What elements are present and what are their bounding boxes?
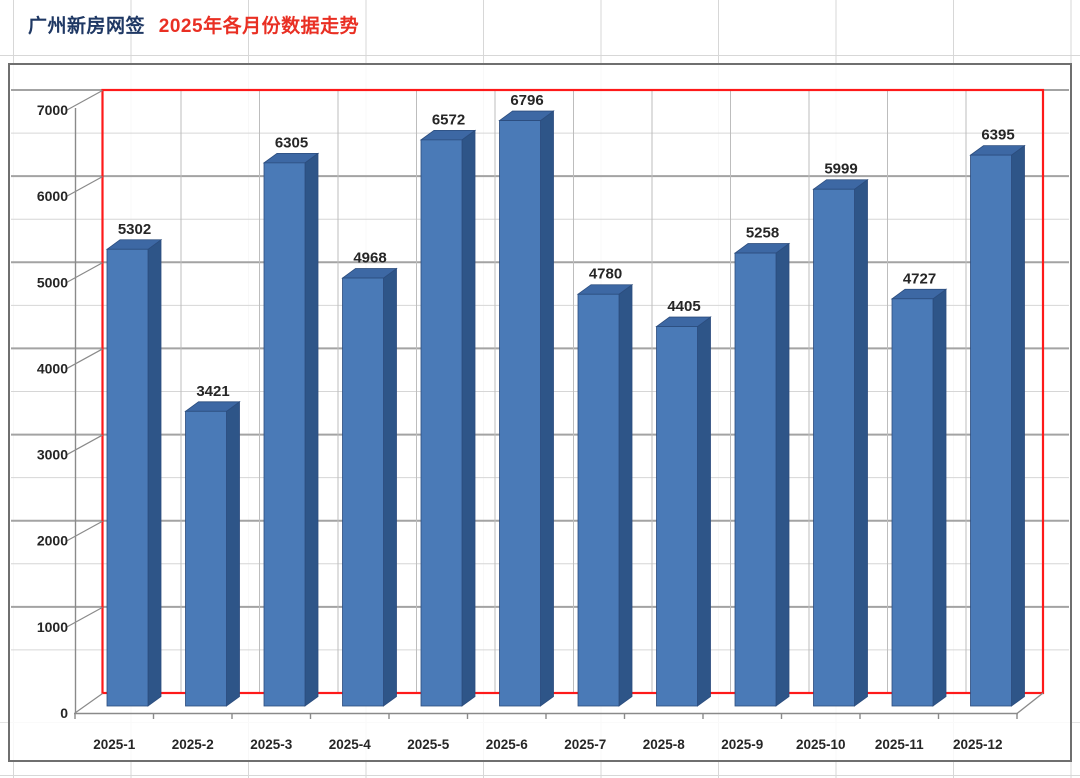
bar-value-label: 5302 bbox=[118, 221, 151, 238]
bar-front-face bbox=[106, 248, 149, 707]
bar-2025-3[interactable] bbox=[262, 152, 320, 707]
bar-2025-5[interactable] bbox=[419, 129, 477, 707]
bar-value-label: 5999 bbox=[824, 161, 857, 178]
bar-side-face bbox=[854, 178, 868, 707]
x-axis-category-label: 2025-9 bbox=[721, 737, 763, 752]
bar-front-face bbox=[734, 252, 777, 707]
bar-front-face bbox=[813, 188, 855, 707]
y-axis-tick-label: 6000 bbox=[37, 188, 68, 204]
spreadsheet-row-line bbox=[0, 775, 1080, 776]
x-axis-category-label: 2025-11 bbox=[875, 737, 924, 752]
bar-front-face bbox=[656, 326, 698, 707]
bar-side-face bbox=[226, 401, 240, 707]
y-axis-tick-label: 1000 bbox=[37, 619, 68, 635]
bar-2025-10[interactable] bbox=[812, 178, 869, 707]
bar-2025-11[interactable] bbox=[890, 288, 948, 707]
y-axis-tick-connector bbox=[66, 348, 103, 369]
bar-value-label: 4780 bbox=[589, 266, 622, 283]
y-axis-tick-connector bbox=[66, 89, 103, 111]
bar-value-label: 6572 bbox=[432, 111, 465, 128]
bar-2025-8[interactable] bbox=[655, 316, 712, 707]
bar-2025-1[interactable] bbox=[105, 238, 163, 707]
y-axis-tick-label: 7000 bbox=[37, 102, 68, 118]
plot-area-border bbox=[101, 88, 1045, 695]
bar-value-label: 6305 bbox=[275, 134, 308, 151]
spreadsheet-row-line bbox=[0, 55, 1080, 56]
y-axis-tick-label: 3000 bbox=[37, 447, 68, 463]
bar-front-face bbox=[577, 293, 620, 707]
bar-value-label: 3421 bbox=[196, 383, 229, 400]
bar-value-label: 4968 bbox=[353, 250, 386, 267]
bar-2025-12[interactable] bbox=[969, 144, 1026, 707]
x-axis-category-label: 2025-5 bbox=[407, 737, 450, 752]
x-axis-category-label: 2025-3 bbox=[250, 737, 293, 752]
chart-title-secondary: 2025年各月份数据走势 bbox=[158, 16, 360, 37]
bar-side-face bbox=[383, 267, 397, 707]
x-axis-category-label: 2025-10 bbox=[796, 737, 846, 752]
bar-2025-7[interactable] bbox=[576, 283, 634, 707]
bar-side-face bbox=[775, 242, 790, 707]
y-axis-tick-connector bbox=[66, 606, 103, 628]
x-axis-category-label: 2025-2 bbox=[172, 737, 214, 752]
y-axis-tick-label: 0 bbox=[60, 705, 68, 721]
bar-front-face bbox=[499, 120, 541, 707]
y-axis-tick-connector bbox=[66, 434, 103, 456]
bar-2025-6[interactable] bbox=[498, 110, 555, 707]
y-axis-tick-connector bbox=[66, 520, 103, 542]
y-axis-tick-connector bbox=[74, 693, 103, 714]
bar-value-label: 4405 bbox=[667, 298, 700, 315]
x-axis-category-label: 2025-6 bbox=[486, 737, 529, 752]
x-axis-category-label: 2025-4 bbox=[329, 737, 372, 752]
bar-side-face bbox=[932, 288, 947, 707]
bar-side-face bbox=[147, 238, 162, 707]
bar-side-face bbox=[461, 129, 476, 707]
x-axis-category-label: 2025-7 bbox=[564, 737, 606, 752]
chart-title: 广州新房网签 2025年各月份数据走势 bbox=[28, 11, 359, 38]
chart-title-primary: 广州新房网签 bbox=[28, 16, 146, 37]
bar-side-face bbox=[1011, 144, 1025, 707]
x-axis-category-label: 2025-1 bbox=[93, 737, 136, 752]
bar-front-face bbox=[970, 154, 1012, 707]
floor-edge bbox=[1016, 692, 1044, 715]
bar-front-face bbox=[185, 410, 227, 707]
bar-2025-4[interactable] bbox=[341, 267, 398, 707]
bar-side-face bbox=[618, 283, 633, 707]
y-axis-tick-label: 5000 bbox=[37, 274, 68, 290]
bar-2025-2[interactable] bbox=[184, 401, 241, 707]
x-axis-category-label: 2025-12 bbox=[953, 737, 1003, 752]
x-axis-category-label: 2025-8 bbox=[643, 737, 686, 752]
y-axis-tick-label: 4000 bbox=[37, 360, 68, 376]
bar-value-label: 4727 bbox=[903, 270, 936, 287]
bar-front-face bbox=[891, 298, 934, 707]
bar-2025-9[interactable] bbox=[733, 242, 791, 707]
y-axis-tick-label: 2000 bbox=[37, 533, 68, 549]
bar-value-label: 6395 bbox=[981, 127, 1014, 144]
y-axis-tick-connector bbox=[66, 176, 103, 197]
bar-front-face bbox=[342, 277, 384, 707]
bar-front-face bbox=[263, 162, 306, 707]
y-axis-tick-connector bbox=[66, 262, 103, 283]
bar-side-face bbox=[697, 316, 711, 707]
bar-side-face bbox=[304, 152, 319, 707]
bar-side-face bbox=[540, 110, 554, 707]
bar-front-face bbox=[420, 139, 463, 707]
bar-value-label: 5258 bbox=[746, 225, 779, 242]
bar-value-label: 6796 bbox=[510, 92, 543, 109]
